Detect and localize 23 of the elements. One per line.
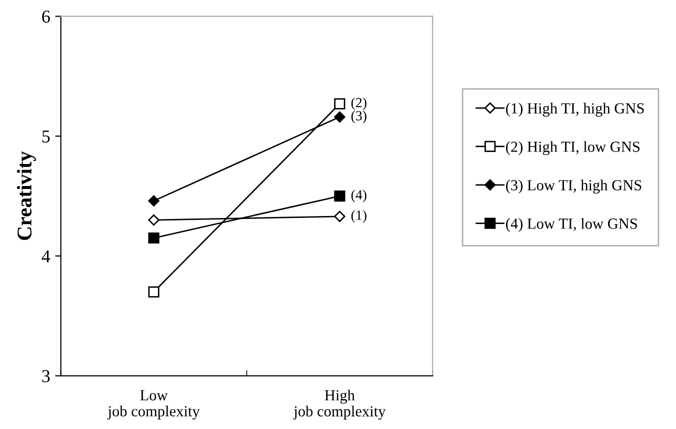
x-tick-label: Low job complexity (107, 390, 200, 420)
legend-label: (3) Low TI, high GNS (506, 180, 642, 194)
x-tick-label: High job complexity (293, 390, 386, 420)
point (148, 195, 160, 206)
y-tick-label: 3 (42, 370, 50, 382)
y-tick-label: 5 (42, 130, 50, 143)
annotation: (1) (351, 210, 366, 223)
point (334, 210, 346, 222)
y-tick-label: 4 (42, 250, 50, 262)
annotation: (2) (351, 97, 366, 110)
legend-label: (4) Low TI, low GNS (506, 218, 637, 232)
annotation: (3) (351, 110, 366, 124)
point (334, 98, 346, 110)
y-tick-label: 6 (42, 10, 50, 23)
point (334, 190, 346, 202)
point (148, 286, 160, 298)
annotation: (4) (351, 190, 366, 202)
y-axis-title: Creativity (16, 151, 36, 240)
legend-label: (2) High TI, low GNS (506, 141, 640, 156)
point (148, 214, 160, 226)
legend-label: (1) High TI, high GNS (506, 102, 644, 117)
point (148, 232, 160, 244)
point (334, 111, 346, 123)
